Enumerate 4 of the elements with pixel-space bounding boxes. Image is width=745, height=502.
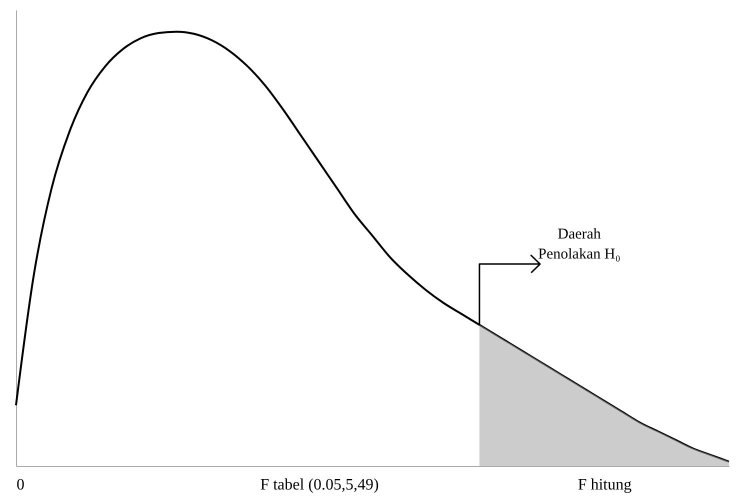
x-tick-label: F tabel (0.05,5,49) [260, 476, 379, 494]
x-tick-label: 0 [16, 476, 24, 494]
annotation: Daerah Penolakan H₀ [538, 226, 620, 263]
x-tick-label: F hitung [578, 476, 632, 494]
